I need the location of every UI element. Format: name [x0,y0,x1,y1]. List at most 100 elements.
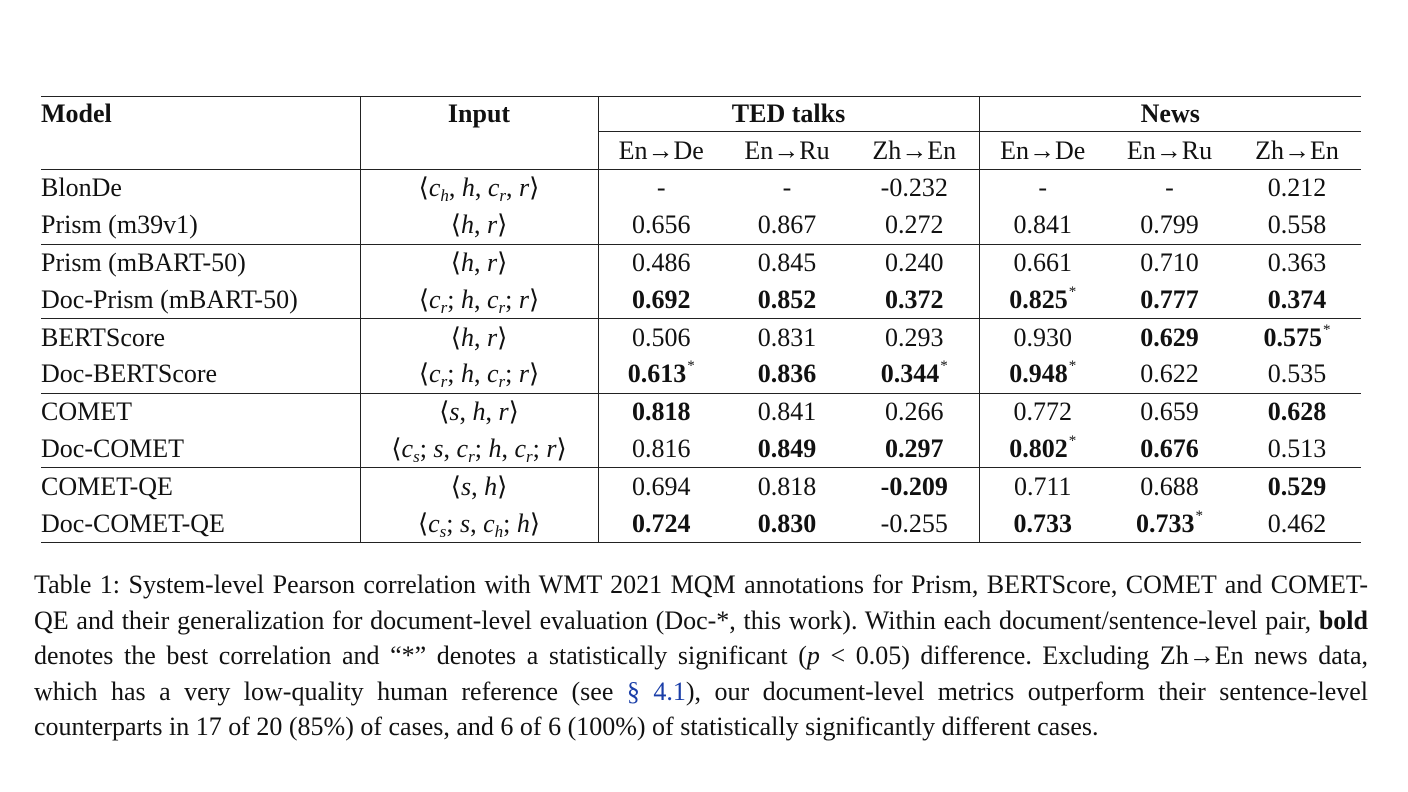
model-name-cell: Prism (mBART-50) [41,243,360,282]
significance-star: * [1068,432,1077,449]
correlation-value-cell: - [978,168,1106,207]
caption-text-3: < 0.05) difference. Excluding Zh→En news… [34,641,1368,706]
correlation-value-cell: 0.613* [598,356,724,393]
subheader-pair: En→Ru [1126,135,1213,165]
correlation-value: 0.266 [885,397,944,427]
input-signature-cell: ⟨h, r⟩ [359,243,599,282]
input-signature-cell: ⟨ch, h, cr, r⟩ [359,168,599,207]
correlation-value-cell: - [724,168,850,207]
correlation-value: 0.830 [757,508,817,538]
correlation-value-cell: 0.694 [598,467,724,506]
correlation-value: 0.816 [632,433,691,463]
input-formula: ⟨cr; h, cr; r⟩ [418,359,540,392]
correlation-value-cell: 0.372 [850,281,979,318]
correlation-value-cell: 0.711 [978,467,1106,506]
correlation-value-cell: 0.297 [850,431,979,468]
correlation-value-cell: 0.558 [1233,207,1361,244]
header-ted-talks: TED talks [598,96,979,132]
subheader-pair: En→De [618,135,704,165]
correlation-value: 0.212 [1267,173,1327,203]
correlation-value: 0.659 [1140,397,1199,427]
header-news: News [978,96,1361,132]
correlation-value-cell: 0.841 [724,392,850,431]
correlation-value-cell: 0.841 [978,206,1106,245]
model-name-cell: Doc-Prism (mBART-50) [41,284,298,314]
correlation-value-cell: 0.710 [1106,243,1233,282]
significance-star: * [940,358,948,375]
correlation-value: 0.297 [885,433,944,463]
model-name-cell: BERTScore [41,318,360,356]
correlation-value: 0.629 [1140,322,1199,352]
correlation-value: 0.506 [632,322,691,352]
correlation-value: 0.661 [1013,247,1073,277]
correlation-value-cell: 0.836 [724,356,850,393]
correlation-value-cell: 0.661 [978,243,1106,282]
input-signature-cell: ⟨cr; h, cr; r⟩ [359,355,599,394]
correlation-value: 0.710 [1140,247,1199,277]
caption-p-symbol: p [806,641,820,670]
correlation-value-cell: 0.818 [724,467,850,506]
correlation-value: -0.232 [880,173,948,203]
correlation-value-cell: 0.676 [1106,431,1233,468]
correlation-value-cell: 0.506 [598,318,724,356]
correlation-value-cell: 0.272 [850,207,979,244]
input-formula: ⟨h, r⟩ [450,322,508,352]
correlation-value-cell: 0.830 [724,505,850,543]
correlation-value-cell: 0.628 [1233,392,1361,431]
correlation-value: 0.849 [757,433,817,463]
correlation-value: 0.930 [1013,322,1073,352]
table-caption: Table 1: System-level Pearson correlatio… [34,567,1368,745]
correlation-value-cell: 0.845 [724,243,850,282]
model-name-cell: COMET-QE [41,467,360,506]
subheader-pair: Zh→En [1255,135,1339,165]
model-name-cell: Doc-COMET-QE [41,505,360,543]
input-signature-cell: ⟨cr; h, cr; r⟩ [359,281,599,319]
correlation-value: 0.733 [1136,508,1195,538]
input-signature-cell: ⟨h, r⟩ [359,206,599,245]
correlation-value-cell: 0.867 [724,207,850,244]
correlation-value: 0.724 [632,508,691,538]
subheader-pair: Zh→En [872,135,957,165]
correlation-value-cell: 0.622 [1106,356,1233,393]
correlation-value-cell: 0.212 [1233,168,1361,207]
input-formula: ⟨h, r⟩ [450,210,508,240]
correlation-value: -0.255 [880,508,948,538]
correlation-value-cell: 0.688 [1106,467,1233,506]
correlation-value: 0.535 [1267,359,1327,389]
significance-star: * [1195,507,1204,524]
correlation-value-cell: 0.852 [724,281,850,318]
table-row: COMET ⟨s, h, r⟩ 0.818 0.841 0.266 0.772 0.659 0… [41,392,1361,431]
correlation-value: 0.818 [632,397,691,427]
correlation-value: 0.628 [1267,397,1327,427]
correlation-value-cell: 0.692 [598,281,724,318]
correlation-value-cell: 0.733 [978,505,1106,543]
significance-star: * [687,358,695,375]
correlation-value-cell: 0.799 [1106,207,1233,244]
caption-text-2: denotes the best correlation and “*” den… [34,641,807,670]
table-row: Doc-COMET-QE ⟨cs; s, ch; h⟩ 0.724 0.830 -0.2… [41,505,1361,543]
correlation-value-cell: 0.293 [850,318,979,356]
input-formula: ⟨cs; s, cr; h, cr; r⟩ [391,433,567,466]
model-name-cell: Doc-COMET [41,433,184,463]
correlation-value-cell: 0.724 [598,505,724,543]
correlation-value: 0.836 [757,359,817,389]
caption-text-4: ), our document-level metrics outperform… [34,676,1368,742]
table-row: Prism (m39v1) ⟨h, r⟩ 0.656 0.867 0.272 0.841 0… [41,206,1361,245]
header-model: Model [41,99,112,129]
correlation-value-cell: 0.831 [724,318,850,356]
correlation-value: 0.240 [885,247,944,277]
table-body: BlonDe ⟨ch, h, cr, r⟩ - - -0.232- -0.212 Prism… [41,168,1361,543]
section-reference-link[interactable]: § 4.1 [626,676,686,706]
correlation-value: 0.558 [1267,210,1327,240]
correlation-value: 0.831 [757,322,817,352]
correlation-value: 0.293 [885,322,944,352]
correlation-value-cell: 0.930 [978,318,1106,356]
correlation-value-cell: 0.575* [1233,318,1361,356]
correlation-value: -0.209 [880,471,948,501]
header-input: Input [359,96,599,132]
correlation-value-cell: 0.513 [1233,431,1361,468]
table-subheader-row: En→De En→Ru Zh→En En→De En→Ru Zh→En [41,131,1361,170]
table-row: Doc-BERTScore ⟨cr; h, cr; r⟩ 0.613* 0.836 0.… [41,355,1361,394]
caption-label: Table 1: [34,570,121,599]
correlation-value: 0.845 [757,247,817,277]
